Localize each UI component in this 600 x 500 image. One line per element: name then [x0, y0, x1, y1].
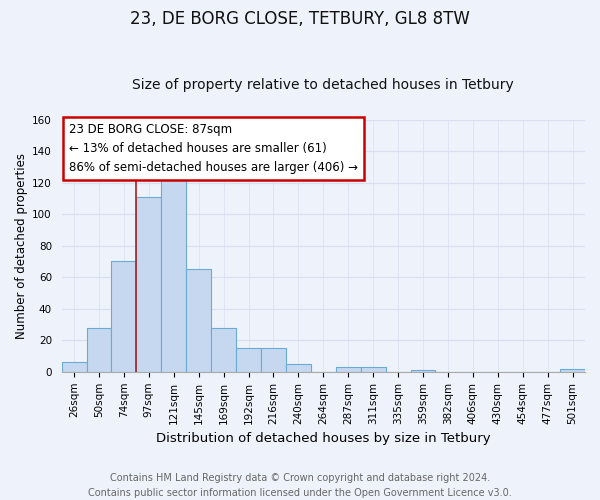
Bar [86, 328, 112, 372]
Bar [62, 362, 86, 372]
Text: 23, DE BORG CLOSE, TETBURY, GL8 8TW: 23, DE BORG CLOSE, TETBURY, GL8 8TW [130, 10, 470, 28]
Bar [261, 348, 286, 372]
Bar [336, 367, 361, 372]
Title: Size of property relative to detached houses in Tetbury: Size of property relative to detached ho… [133, 78, 514, 92]
Bar [211, 328, 236, 372]
Bar [112, 262, 136, 372]
Bar [286, 364, 311, 372]
Text: Contains HM Land Registry data © Crown copyright and database right 2024.
Contai: Contains HM Land Registry data © Crown c… [88, 472, 512, 498]
Bar [361, 367, 386, 372]
Bar [186, 270, 211, 372]
Bar [161, 166, 186, 372]
Bar [560, 368, 585, 372]
Bar [136, 197, 161, 372]
Bar [236, 348, 261, 372]
Text: 23 DE BORG CLOSE: 87sqm
← 13% of detached houses are smaller (61)
86% of semi-de: 23 DE BORG CLOSE: 87sqm ← 13% of detache… [69, 122, 358, 174]
Bar [410, 370, 436, 372]
X-axis label: Distribution of detached houses by size in Tetbury: Distribution of detached houses by size … [156, 432, 491, 445]
Y-axis label: Number of detached properties: Number of detached properties [15, 152, 28, 338]
